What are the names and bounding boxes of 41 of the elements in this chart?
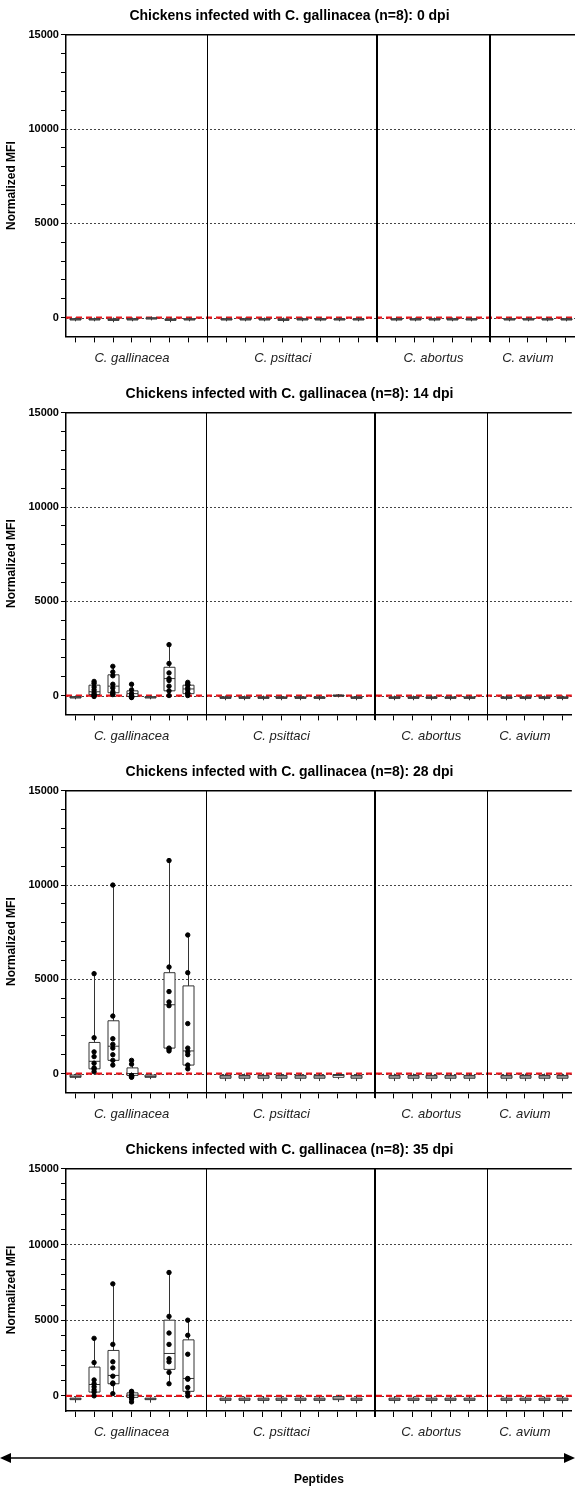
y-tick-label: 0 [52, 1066, 59, 1079]
y-tick-label: 0 [52, 1388, 59, 1401]
x-tick-label: C. avium [499, 1105, 551, 1121]
y-tick-label: 15000 [28, 783, 59, 796]
chart-title: Chickens infected with C. gallinacea (n=8): 0 dpi [129, 7, 450, 24]
y-tick-label: 5000 [34, 594, 59, 607]
x-axis-title: Peptides [293, 1472, 345, 1487]
y-tick-label: 10000 [28, 500, 59, 513]
y-tick-label: 5000 [34, 972, 59, 985]
x-tick-label: C. avium [499, 727, 551, 743]
y-tick-label: 10000 [28, 1237, 59, 1250]
y-tick-label: 15000 [28, 405, 59, 418]
x-tick-label: C. gallinacea [93, 727, 170, 743]
x-tick-label: C. avium [499, 1424, 551, 1440]
x-tick-label: C. gallinacea [94, 349, 170, 365]
y-tick-label: 0 [52, 688, 59, 701]
chart-title: Chickens infected with C. gallinacea (n=8): 28 dpi [125, 763, 454, 780]
y-tick-label: 0 [52, 310, 59, 323]
y-tick-label: 15000 [28, 1161, 59, 1174]
y-tick-label: 5000 [34, 1313, 59, 1326]
x-tick-label: C. abortus [401, 727, 462, 743]
y-tick-label: 5000 [34, 216, 59, 229]
x-tick-label: C. gallinacea [93, 1424, 170, 1440]
x-tick-label: C. abortus [403, 349, 465, 365]
x-tick-label: C. psittaci [254, 349, 313, 365]
y-axis-title: Normalized MFI [3, 897, 18, 986]
chart-title: Chickens infected with C. gallinacea (n=8): 35 dpi [125, 1141, 454, 1158]
x-tick-label: C. gallinacea [93, 1105, 170, 1121]
x-tick-label: C. psittaci [252, 1424, 312, 1440]
y-tick-label: 15000 [28, 27, 59, 40]
y-tick-label: 10000 [28, 878, 59, 891]
y-axis-title: Normalized MFI [3, 141, 18, 230]
y-tick-label: 10000 [28, 122, 59, 135]
y-axis-title: Normalized MFI [3, 519, 18, 608]
x-tick-label: C. psittaci [252, 727, 312, 743]
chart-title: Chickens infected with C. gallinacea (n=8): 14 dpi [125, 385, 454, 402]
x-tick-label: C. abortus [401, 1424, 462, 1440]
x-tick-label: C. abortus [401, 1105, 462, 1121]
x-tick-label: C. avium [502, 349, 554, 365]
y-axis-title: Normalized MFI [3, 1245, 18, 1335]
x-tick-label: C. psittaci [252, 1105, 312, 1121]
